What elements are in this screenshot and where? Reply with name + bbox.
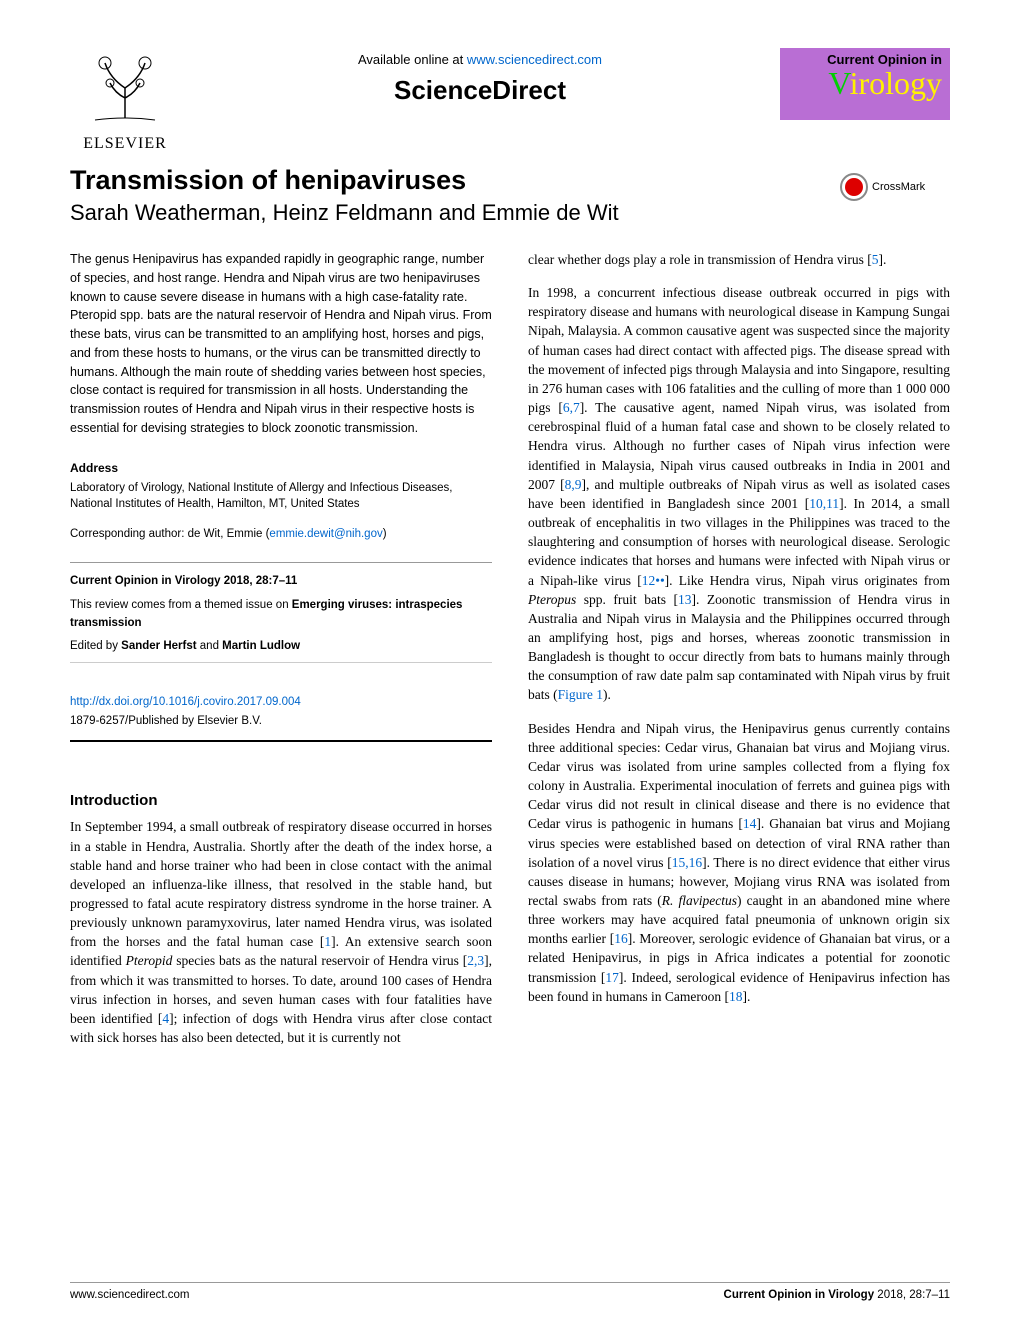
ref-link[interactable]: 10,11 — [809, 496, 839, 511]
address-text: Laboratory of Virology, National Institu… — [70, 480, 492, 512]
two-column-body: The genus Henipavirus has expanded rapid… — [70, 250, 950, 1061]
right-column: clear whether dogs play a role in transm… — [528, 250, 950, 1061]
elsevier-label: ELSEVIER — [70, 135, 180, 153]
corresponding-author: Corresponding author: de Wit, Emmie (emm… — [70, 526, 492, 542]
editors-text: Edited by Sander Herfst and Martin Ludlo… — [70, 638, 492, 656]
corresponding-email-link[interactable]: emmie.dewit@nih.gov — [269, 528, 382, 540]
authors: Sarah Weatherman, Heinz Feldmann and Emm… — [70, 200, 840, 226]
journal-badge: Current Opinion in Virology — [780, 48, 950, 120]
introduction-heading: Introduction — [70, 790, 492, 811]
elsevier-block: ELSEVIER — [70, 48, 180, 153]
ref-link[interactable]: 15,16 — [672, 855, 702, 870]
figure-link[interactable]: Figure 1 — [558, 687, 603, 702]
badge-virology-text: Virology — [788, 65, 942, 102]
doi-block: http://dx.doi.org/10.1016/j.coviro.2017.… — [70, 693, 492, 742]
available-online-text: Available online at www.sciencedirect.co… — [180, 52, 780, 67]
ref-link[interactable]: 14 — [743, 816, 757, 831]
crossmark-label: CrossMark — [872, 181, 925, 193]
intro-paragraph-1: In September 1994, a small outbreak of r… — [70, 817, 492, 1047]
ref-link[interactable]: 13 — [678, 592, 692, 607]
intro-body: In September 1994, a small outbreak of r… — [70, 817, 492, 1047]
issn-text: 1879-6257/Published by Elsevier B.V. — [70, 715, 262, 727]
ref-link[interactable]: 12•• — [642, 573, 665, 588]
ref-link[interactable]: 16 — [614, 931, 628, 946]
ref-link[interactable]: 5 — [872, 252, 879, 267]
doi-divider — [70, 740, 492, 742]
crossmark-badge[interactable]: CrossMark — [840, 173, 950, 201]
title-block: Transmission of henipaviruses Sarah Weat… — [70, 165, 840, 226]
theme-text: This review comes from a themed issue on… — [70, 597, 492, 633]
ref-link[interactable]: 18 — [729, 989, 743, 1004]
citation-info-box: Current Opinion in Virology 2018, 28:7–1… — [70, 562, 492, 663]
ref-link[interactable]: 17 — [605, 970, 619, 985]
ref-link[interactable]: 8,9 — [565, 477, 582, 492]
ref-link[interactable]: 6,7 — [563, 400, 580, 415]
col2-paragraph-1: In 1998, a concurrent infectious disease… — [528, 283, 950, 704]
title-row: Transmission of henipaviruses Sarah Weat… — [70, 165, 950, 226]
doi-link[interactable]: http://dx.doi.org/10.1016/j.coviro.2017.… — [70, 696, 301, 708]
article-title: Transmission of henipaviruses — [70, 165, 840, 196]
elsevier-tree-icon — [85, 48, 165, 128]
footer-left: www.sciencedirect.com — [70, 1289, 190, 1301]
sciencedirect-url-link[interactable]: www.sciencedirect.com — [467, 52, 602, 67]
col2-paragraph-2: Besides Hendra and Nipah virus, the Heni… — [528, 719, 950, 1006]
ref-link[interactable]: 2,3 — [467, 953, 484, 968]
abstract-text: The genus Henipavirus has expanded rapid… — [70, 250, 492, 438]
left-column: The genus Henipavirus has expanded rapid… — [70, 250, 492, 1061]
sciencedirect-logo: ScienceDirect — [180, 75, 780, 106]
page-header: ELSEVIER Available online at www.science… — [70, 48, 950, 153]
footer-right: Current Opinion in Virology 2018, 28:7–1… — [724, 1289, 950, 1301]
sciencedirect-block: Available online at www.sciencedirect.co… — [180, 48, 780, 106]
col2-paragraph-0: clear whether dogs play a role in transm… — [528, 250, 950, 269]
page-footer: www.sciencedirect.com Current Opinion in… — [70, 1282, 950, 1301]
address-label: Address — [70, 460, 492, 477]
crossmark-icon — [840, 173, 868, 201]
citation-text: Current Opinion in Virology 2018, 28:7–1… — [70, 573, 492, 591]
